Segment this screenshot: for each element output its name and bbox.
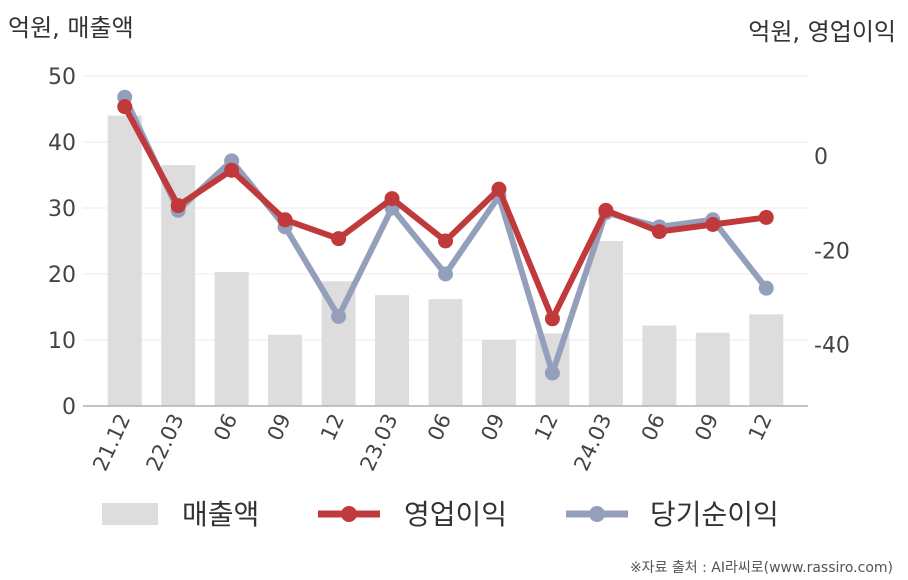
legend-label-bar: 매출액 (182, 498, 259, 531)
legend-label-line-2: 당기순이익 (650, 498, 779, 531)
point (384, 191, 400, 207)
legend-marker-line-2 (589, 506, 605, 522)
left-tick-label: 20 (48, 263, 76, 288)
x-tick-label: 12 (530, 410, 563, 444)
bar (749, 314, 784, 406)
x-axis-ticks: 21.12 22.03 06 09 12 23.03 06 09 12 24.03 06 09 12 (88, 410, 777, 475)
x-tick-label: 24.03 (569, 410, 616, 475)
left-axis-title: 억원, 매출액 (8, 14, 134, 42)
point (758, 209, 774, 225)
x-tick-label: 06 (637, 410, 670, 444)
x-tick-label: 09 (476, 410, 509, 444)
right-axis-title: 억원, 영업이익 (748, 18, 896, 46)
legend-marker-line-1 (341, 506, 357, 522)
source-note: ※자료 출처 : AI라씨로(www.rassiro.com) (630, 560, 893, 576)
legend-swatch-bar (102, 503, 158, 525)
point (438, 266, 453, 282)
point (544, 365, 560, 381)
point (117, 99, 133, 115)
left-axis-ticks: 0 10 20 30 40 50 (48, 65, 76, 420)
right-tick-label: -20 (814, 239, 850, 264)
x-tick-label: 09 (690, 410, 723, 444)
left-tick-label: 10 (48, 329, 76, 354)
point (170, 198, 186, 214)
bar (588, 241, 623, 406)
point (438, 233, 453, 249)
legend-label-line-1: 영업이익 (404, 498, 507, 531)
left-tick-label: 40 (48, 131, 76, 156)
x-tick-label: 23.03 (355, 410, 402, 475)
right-tick-label: 0 (814, 145, 828, 170)
bar (428, 299, 463, 406)
point (491, 181, 507, 197)
point (651, 224, 667, 240)
point (705, 217, 721, 232)
x-tick-label: 06 (209, 410, 242, 444)
legend: 매출액 영업이익 당기순이익 (102, 498, 779, 531)
bar (642, 325, 677, 406)
bar (375, 295, 410, 406)
left-tick-label: 50 (48, 65, 76, 90)
x-tick-label: 09 (263, 410, 296, 444)
point (277, 212, 293, 228)
point (331, 231, 347, 247)
bar (695, 332, 730, 406)
x-tick-label: 06 (423, 410, 456, 444)
gridlines (83, 75, 808, 341)
point (598, 202, 614, 218)
left-tick-label: 0 (62, 395, 76, 420)
point (331, 308, 347, 324)
bar (107, 115, 142, 406)
bar (481, 340, 516, 406)
point (544, 311, 560, 327)
left-tick-label: 30 (48, 197, 76, 222)
x-tick-label: 12 (316, 410, 349, 444)
x-tick-label: 21.12 (88, 410, 135, 475)
bar (214, 272, 249, 406)
right-tick-label: -40 (814, 334, 850, 359)
point (224, 162, 240, 178)
point (758, 280, 774, 296)
bar (268, 334, 303, 406)
x-tick-label: 22.03 (142, 410, 189, 475)
line-series (117, 89, 774, 381)
bar-series (107, 115, 784, 406)
right-axis-ticks: 0 -20 -40 (814, 145, 850, 359)
x-tick-label: 12 (744, 410, 777, 444)
